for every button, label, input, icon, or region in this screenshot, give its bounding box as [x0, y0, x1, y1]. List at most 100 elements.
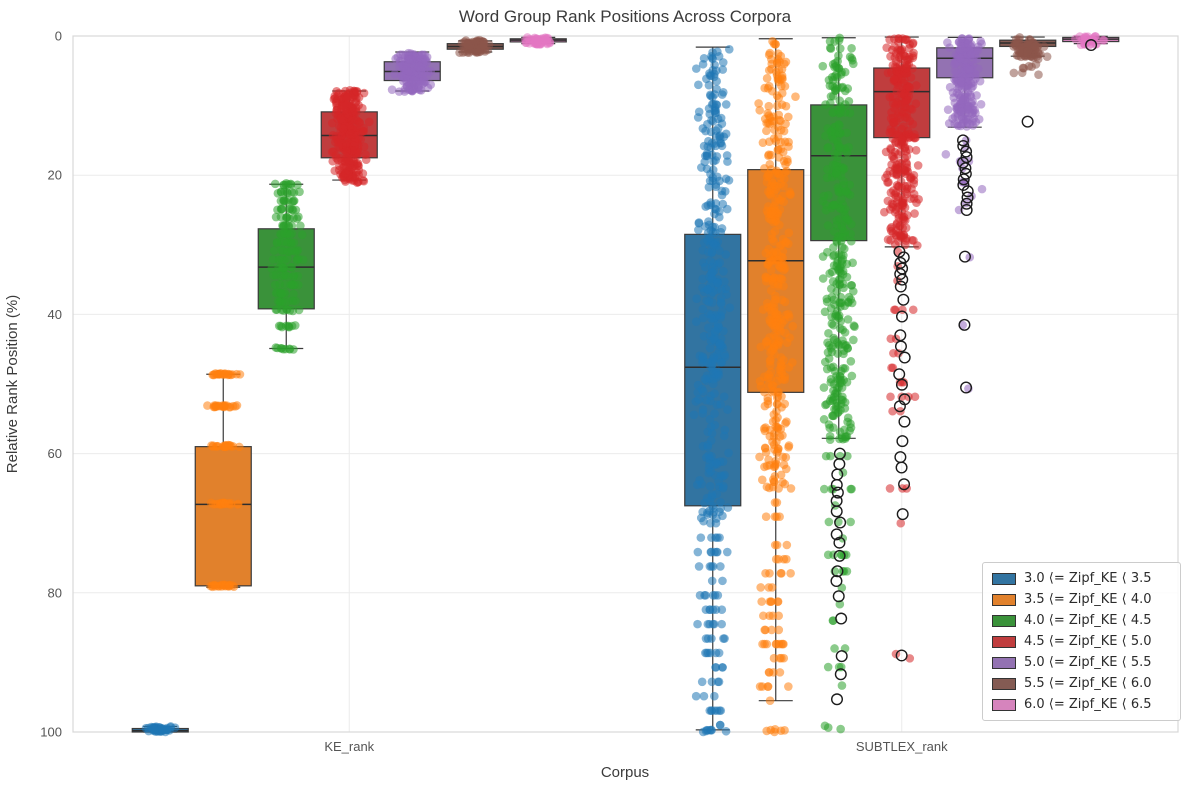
strip-point: [234, 442, 244, 452]
strip-point: [708, 116, 718, 126]
strip-point: [836, 395, 846, 404]
strip-point: [352, 123, 361, 132]
strip-point: [760, 164, 769, 173]
strip-point: [288, 205, 298, 215]
outlier-point: [959, 162, 972, 175]
strip-point: [779, 156, 789, 166]
outlier-point: [834, 668, 847, 681]
strip-point: [828, 277, 838, 286]
outlier-point: [896, 273, 909, 286]
strip-point: [767, 346, 777, 355]
x-tick-label: KE_rank: [324, 739, 374, 754]
strip-point: [720, 470, 729, 480]
strip-point: [713, 677, 723, 687]
strip-point: [764, 81, 774, 91]
strip-point: [761, 569, 770, 578]
legend-label: 4.0 ⟨= Zipf_KE ⟨ 4.5: [1024, 613, 1152, 628]
strip-point: [715, 258, 725, 267]
strip-point: [463, 40, 473, 50]
strip-point: [910, 392, 920, 402]
strip-point: [912, 81, 921, 90]
strip-point: [843, 413, 853, 423]
strip-point: [1017, 68, 1027, 78]
outlier-point: [1021, 115, 1034, 128]
strip-point: [350, 138, 359, 147]
outlier-point: [898, 351, 911, 364]
strip-point: [846, 356, 856, 366]
strip-point: [914, 195, 923, 204]
outlier-point: [833, 536, 846, 549]
strip-point: [832, 388, 841, 397]
strip-point: [715, 720, 725, 730]
strip-point: [973, 64, 983, 73]
strip-point: [782, 166, 791, 176]
strip-point: [763, 393, 773, 403]
strip-point: [284, 180, 293, 189]
outlier-point: [835, 650, 848, 663]
strip-point: [892, 218, 902, 228]
strip-point: [704, 450, 714, 460]
strip-point: [705, 706, 715, 715]
y-tick-label: 60: [48, 446, 62, 461]
strip-point: [699, 331, 709, 341]
strip-point: [725, 303, 735, 313]
strip-point: [364, 117, 374, 127]
strip-point: [823, 662, 833, 672]
strip-point: [819, 191, 829, 201]
strip-point: [891, 205, 901, 214]
strip-point: [724, 176, 734, 185]
outlier-point: [830, 574, 843, 587]
strip-point: [898, 214, 908, 223]
strip-point: [224, 582, 234, 591]
strip-point: [715, 706, 724, 715]
strip-point: [780, 137, 790, 147]
strip-point: [217, 580, 227, 590]
outlier-point: [958, 250, 971, 263]
strip-point: [696, 533, 706, 542]
strip-point: [901, 146, 911, 156]
strip-point: [823, 550, 833, 560]
outlier-point: [831, 565, 844, 578]
strip-point: [277, 204, 286, 214]
strip-point: [414, 62, 424, 71]
strip-point: [213, 441, 222, 451]
strip-point: [718, 663, 727, 672]
strip-point: [689, 410, 699, 420]
points-layer: [141, 32, 1109, 737]
strip-point: [765, 483, 774, 493]
strip-point: [712, 66, 721, 75]
strip-point: [887, 45, 897, 55]
strip-point: [718, 65, 728, 74]
strip-point: [208, 500, 218, 509]
strip-point: [772, 399, 782, 409]
strip-point: [818, 274, 828, 283]
outlier-point: [957, 173, 970, 186]
strip-point: [840, 425, 849, 435]
strip-point: [761, 444, 770, 453]
plot-border: [72, 35, 1179, 733]
outlier-point: [830, 528, 843, 541]
strip-point: [765, 333, 774, 342]
strip-point: [885, 166, 894, 176]
strip-point: [841, 432, 850, 441]
strip-point: [721, 129, 731, 139]
strip-point: [773, 122, 783, 131]
strip-point: [713, 123, 723, 133]
strip-point: [771, 332, 781, 342]
strip-point: [827, 72, 837, 82]
strip-point: [724, 448, 733, 458]
strip-point: [716, 299, 726, 309]
strip-point: [708, 92, 717, 102]
strip-point: [782, 540, 792, 550]
strip-point: [784, 362, 794, 372]
strip-point: [885, 92, 895, 102]
strip-point: [717, 619, 726, 629]
strip-point: [847, 371, 857, 381]
strip-point: [829, 227, 839, 236]
strip-point: [707, 490, 717, 499]
strip-point: [718, 88, 728, 97]
strip-point: [771, 247, 781, 257]
strip-point: [293, 180, 302, 190]
strip-point: [232, 401, 242, 410]
strip-point: [715, 339, 725, 349]
